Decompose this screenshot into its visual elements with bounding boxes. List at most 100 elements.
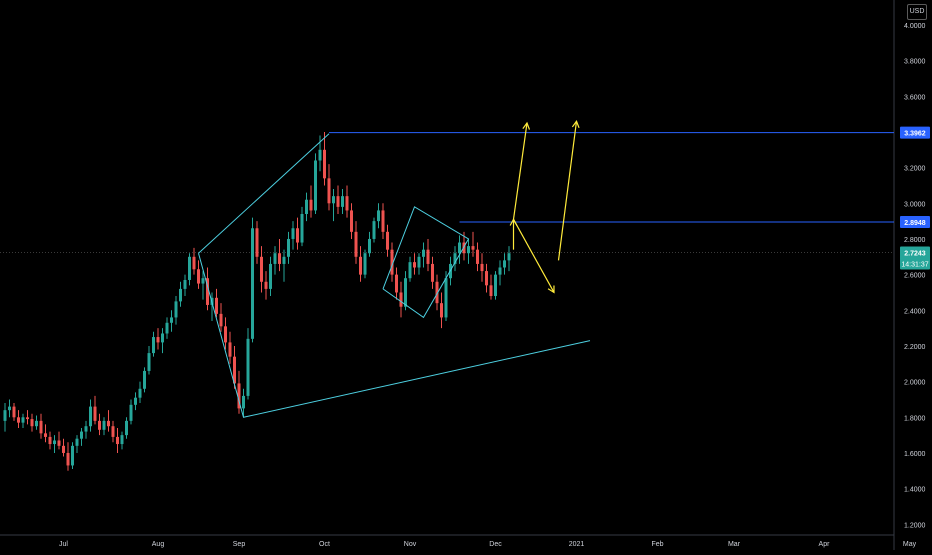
candle-body	[57, 440, 61, 446]
x-tick-label: Mar	[728, 541, 741, 548]
price-line-tag	[900, 216, 930, 229]
candle-body	[462, 242, 466, 254]
candle-body	[458, 242, 461, 254]
candle-body	[485, 271, 488, 286]
y-tick-label: 3.6000	[904, 94, 926, 101]
y-tick-label: 1.2000	[904, 522, 926, 529]
candle-body	[471, 246, 475, 250]
candle-body	[269, 263, 272, 289]
candle-body	[66, 452, 70, 466]
currency-label[interactable]: USD	[907, 4, 927, 20]
candle-body	[174, 301, 178, 318]
trend-line	[198, 133, 330, 254]
candle-body	[498, 267, 502, 275]
candle-body	[467, 246, 470, 254]
candle-body	[300, 214, 304, 243]
y-tick-label: 3.2000	[904, 166, 926, 173]
candle-body	[30, 419, 34, 427]
candle-body	[444, 278, 448, 318]
candle-body	[138, 388, 142, 398]
candle-body	[26, 417, 29, 420]
x-tick-label: Oct	[319, 541, 330, 548]
y-tick-label: 1.6000	[904, 451, 926, 458]
candle-body	[8, 406, 11, 411]
candle-body	[363, 253, 367, 275]
candle-body	[431, 263, 434, 282]
bar-countdown: 14:31:37	[901, 261, 928, 268]
candle-body	[296, 228, 299, 243]
candle-body	[156, 337, 160, 343]
arrow-head	[547, 285, 555, 294]
arrow-shaft	[512, 122, 528, 220]
x-tick-label: 2021	[569, 541, 585, 548]
candle-body	[39, 420, 43, 434]
candle-body	[381, 210, 385, 232]
candle-body	[206, 278, 209, 305]
price-line-tag-text: 3.3962	[904, 131, 926, 138]
candle-body	[98, 420, 101, 430]
candle-body	[435, 281, 439, 304]
last-price-value: 2.7243	[904, 250, 926, 257]
y-tick-label: 3.8000	[904, 59, 926, 66]
candle-body	[120, 435, 124, 445]
candle-body	[480, 263, 484, 272]
candle-body	[395, 274, 398, 293]
candle-body	[507, 253, 511, 261]
y-tick-label: 2.4000	[904, 308, 926, 315]
candle-body	[368, 238, 371, 254]
candle-body	[278, 253, 281, 264]
candle-body	[323, 149, 326, 179]
candle-body	[413, 262, 416, 268]
candle-body	[107, 420, 110, 427]
candle-body	[89, 406, 92, 427]
y-tick-label: 4.0000	[904, 23, 926, 30]
candle-body	[44, 433, 47, 437]
candle-body	[201, 278, 205, 284]
candle-body	[183, 279, 187, 289]
candle-body	[147, 353, 151, 371]
candle-body	[80, 431, 83, 439]
candle-body	[345, 196, 349, 211]
candle-body	[17, 417, 20, 423]
candle-body	[219, 313, 223, 327]
x-tick-label: Jul	[59, 541, 68, 548]
price-line-tag	[900, 126, 930, 139]
candle-body	[228, 342, 232, 357]
candle-body	[282, 256, 286, 264]
candle-body	[422, 249, 425, 257]
candle-body	[188, 256, 191, 280]
candle-body	[246, 338, 250, 396]
y-tick-label: 2.6000	[904, 273, 926, 280]
candle-body	[3, 410, 7, 421]
y-tick-label: 1.4000	[904, 487, 926, 494]
x-tick-label: Apr	[819, 541, 831, 548]
candle-body	[12, 406, 16, 418]
candle-body	[273, 253, 277, 264]
candle-body	[327, 178, 331, 204]
candle-body	[314, 160, 317, 211]
candle-body	[224, 326, 227, 343]
candle-body	[255, 228, 259, 257]
candle-body	[287, 238, 290, 257]
candle-body	[440, 303, 443, 318]
candle-body	[291, 228, 295, 239]
trend-line	[382, 206, 470, 319]
candle-body	[129, 404, 133, 421]
y-tick-label: 1.8000	[904, 415, 926, 422]
candle-body	[197, 269, 200, 284]
candle-body	[233, 356, 236, 384]
y-tick-label: 2.0000	[904, 380, 926, 387]
candle-body	[350, 210, 353, 232]
candle-body	[264, 281, 268, 289]
candle-body	[102, 420, 106, 430]
candle-body	[152, 337, 155, 354]
candle-body	[426, 249, 430, 264]
y-tick-label: 2.8000	[904, 237, 926, 244]
trend-line	[198, 253, 591, 418]
x-tick-label: Sep	[233, 541, 246, 548]
candle-body	[71, 445, 74, 466]
candle-body	[237, 383, 241, 409]
candle-body	[21, 417, 25, 423]
